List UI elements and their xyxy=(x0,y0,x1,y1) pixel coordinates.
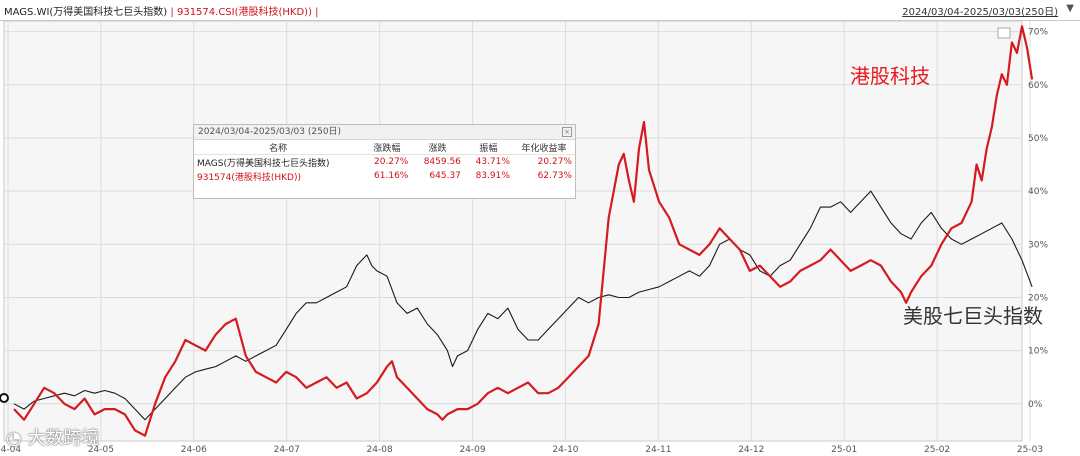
row-name: 931574(港股科技(HKD)) xyxy=(197,172,302,183)
x-tick-label: 24-06 xyxy=(181,445,207,455)
legend-series-hk-tech[interactable]: 931574.CSI(港股科技(HKD)) xyxy=(176,7,312,18)
interval-stats-panel: 2024/03/04-2025/03/03 (250日) × 名称 涨跌幅 涨跌… xyxy=(193,124,576,199)
row-amplitude: 83.91% xyxy=(475,171,510,181)
x-tick-label: 25-02 xyxy=(924,445,950,455)
x-tick-label: 24-07 xyxy=(274,445,300,455)
stats-panel-title-text: 2024/03/04-2025/03/03 (250日) xyxy=(198,127,342,137)
y-tick-label: 50% xyxy=(1028,134,1048,144)
row-change-pct: 20.27% xyxy=(374,157,409,167)
y-tick-label: 70% xyxy=(1028,28,1048,38)
annotation-us-mag7: 美股七巨头指数 xyxy=(903,304,1043,328)
series-legend: MAGS.WI(万得美国科技七巨头指数) | 931574.CSI(港股科技(H… xyxy=(4,3,319,18)
y-tick-label: 40% xyxy=(1028,187,1048,197)
y-axis-ticks: 0% 10% 20% 30% 40% 50% 60% 70% xyxy=(1028,28,1048,410)
stats-table-header: 名称 涨跌幅 涨跌 振幅 年化收益率 xyxy=(194,140,575,155)
date-range-selector[interactable]: 2024/03/04-2025/03/03(250日) xyxy=(902,7,1058,18)
x-tick-label: 24-09 xyxy=(459,445,485,455)
annotation-hk-tech: 港股科技 xyxy=(850,64,930,88)
x-tick-label: 24-08 xyxy=(367,445,393,455)
start-marker[interactable] xyxy=(0,393,9,403)
col-change: 涨跌 xyxy=(411,140,464,155)
triangle-down-icon[interactable]: ▼ xyxy=(1066,3,1074,14)
plot-area xyxy=(3,20,1023,442)
x-tick-label: 24-04 xyxy=(0,445,21,455)
col-annualized: 年化收益率 xyxy=(512,140,575,155)
y-tick-label: 0% xyxy=(1028,400,1043,410)
close-icon[interactable]: × xyxy=(562,127,572,137)
watermark: ◔ 大数跨境 xyxy=(6,424,99,450)
row-change-pct: 61.16% xyxy=(374,171,409,181)
watermark-logo-icon: ◔ xyxy=(6,428,22,449)
series-line-mags[interactable] xyxy=(13,190,1033,421)
x-tick-label: 25-01 xyxy=(831,445,857,455)
legend-series-mags[interactable]: MAGS.WI(万得美国科技七巨头指数) xyxy=(4,7,168,18)
stats-panel-title: 2024/03/04-2025/03/03 (250日) × xyxy=(194,125,575,140)
series-line-hk-tech[interactable] xyxy=(13,25,1034,437)
table-row[interactable]: 931574(港股科技(HKD)) 61.16% 645.37 83.91% 6… xyxy=(194,169,575,183)
row-change: 8459.56 xyxy=(423,157,461,167)
row-change: 645.37 xyxy=(429,171,461,181)
x-tick-label: 24-11 xyxy=(645,445,671,455)
chart-corner-button[interactable] xyxy=(997,27,1011,39)
row-name: MAGS(万得美国科技七巨头指数) xyxy=(197,158,330,169)
row-annualized: 62.73% xyxy=(537,171,572,181)
x-axis-ticks: 24-04 24-05 24-06 24-07 24-08 24-09 24-10 24-11… xyxy=(0,445,1043,455)
watermark-text: 大数跨境 xyxy=(27,428,100,449)
x-tick-label: 24-10 xyxy=(552,445,578,455)
x-tick-label: 24-05 xyxy=(88,445,114,455)
y-tick-label: 20% xyxy=(1028,293,1048,303)
x-tick-label: 25-03 xyxy=(1017,445,1043,455)
col-change-pct: 涨跌幅 xyxy=(362,140,412,155)
stats-table: 名称 涨跌幅 涨跌 振幅 年化收益率 MAGS(万得美国科技七巨头指数) 20.… xyxy=(194,140,575,183)
table-row[interactable]: MAGS(万得美国科技七巨头指数) 20.27% 8459.56 43.71% … xyxy=(194,155,575,170)
y-tick-label: 60% xyxy=(1028,81,1048,91)
legend-separator-2: | xyxy=(315,7,319,18)
x-tick-label: 24-12 xyxy=(738,445,764,455)
y-tick-label: 10% xyxy=(1028,347,1048,357)
row-amplitude: 43.71% xyxy=(475,157,510,167)
series-lines xyxy=(13,25,1034,437)
legend-separator: | xyxy=(170,7,174,18)
row-annualized: 20.27% xyxy=(537,157,572,167)
col-name: 名称 xyxy=(194,140,363,155)
y-tick-label: 30% xyxy=(1028,240,1048,250)
col-amplitude: 振幅 xyxy=(463,140,513,155)
